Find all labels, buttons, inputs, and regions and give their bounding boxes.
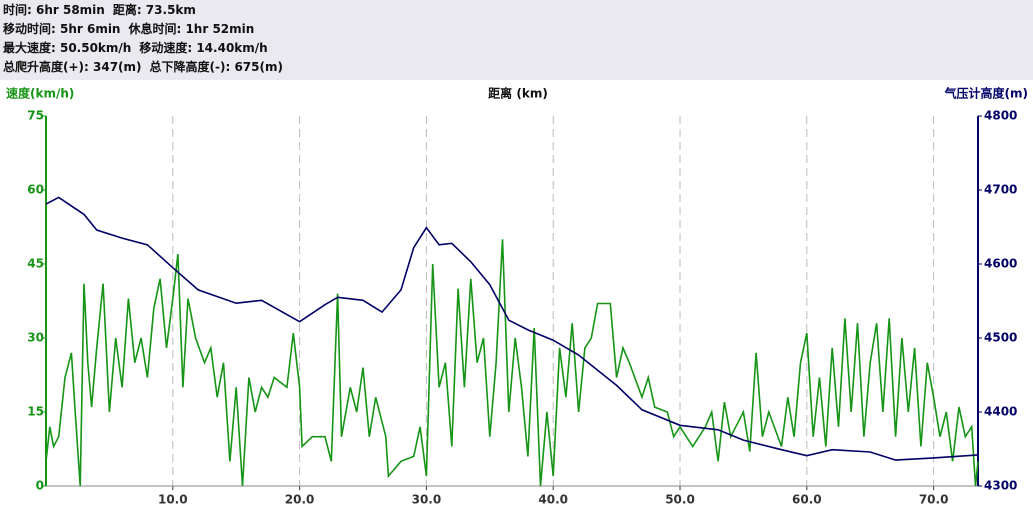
x-tick-label: 40.0 [538,493,568,507]
y-axis-label: 速度(km/h) [6,86,74,101]
y-tick-label: 75 [27,109,44,123]
x-tick-label: 10.0 [158,493,188,507]
y2-tick-label: 4400 [984,405,1017,419]
y2-tick-label: 4600 [984,257,1017,271]
x-tick-label: 60.0 [792,493,822,507]
y2-axis-label: 气压计高度(m) [944,86,1028,101]
summary-item: 最大速度: 50.50km/h [3,41,132,55]
y-tick-label: 0 [36,479,44,493]
summary-line: 最大速度: 50.50km/h 移动速度: 14.40km/h [0,39,1033,58]
summary-item: 时间: 6hr 58min [3,3,105,17]
chart: 速度(km/h) 距离 (km) 气压计高度(m) 10.0 20.0 30.0 40… [6,86,1028,507]
y2-tick-label: 4500 [984,331,1017,345]
summary-item: 移动速度: 14.40km/h [139,41,268,55]
series-line [45,196,979,461]
summary-item: 总下降高度(-): 675(m) [149,60,283,74]
summary-item: 总爬升高度(+): 347(m) [3,60,142,74]
summary-line: 移动时间: 5hr 6min 休息时间: 1hr 52min [0,20,1033,39]
summary-item: 距离: 73.5km [112,3,196,17]
y2-tick-label: 4700 [984,183,1017,197]
y-tick-label: 15 [27,405,44,419]
summary-line: 时间: 6hr 58min 距离: 73.5km [0,1,1033,20]
y-tick-label: 45 [27,257,44,271]
y2-tick-label: 4800 [984,109,1017,123]
x-axis-label: 距离 (km) [488,86,548,101]
x-tick-label: 30.0 [412,493,442,507]
summary-line: 总爬升高度(+): 347(m) 总下降高度(-): 675(m) [0,58,1033,77]
summary-item: 休息时间: 1hr 52min [128,22,255,36]
y-tick-label: 60 [27,183,44,197]
series-line [45,239,979,487]
y2-tick-label: 4300 [984,479,1017,493]
x-tick-label: 20.0 [285,493,315,507]
x-tick-label: 70.0 [919,493,949,507]
y-tick-label: 30 [27,331,44,345]
x-tick-label: 50.0 [665,493,695,507]
summary-item: 移动时间: 5hr 6min [3,22,121,36]
summary-header: 时间: 6hr 58min 距离: 73.5km 移动时间: 5hr 6min 休息时… [0,0,1033,80]
